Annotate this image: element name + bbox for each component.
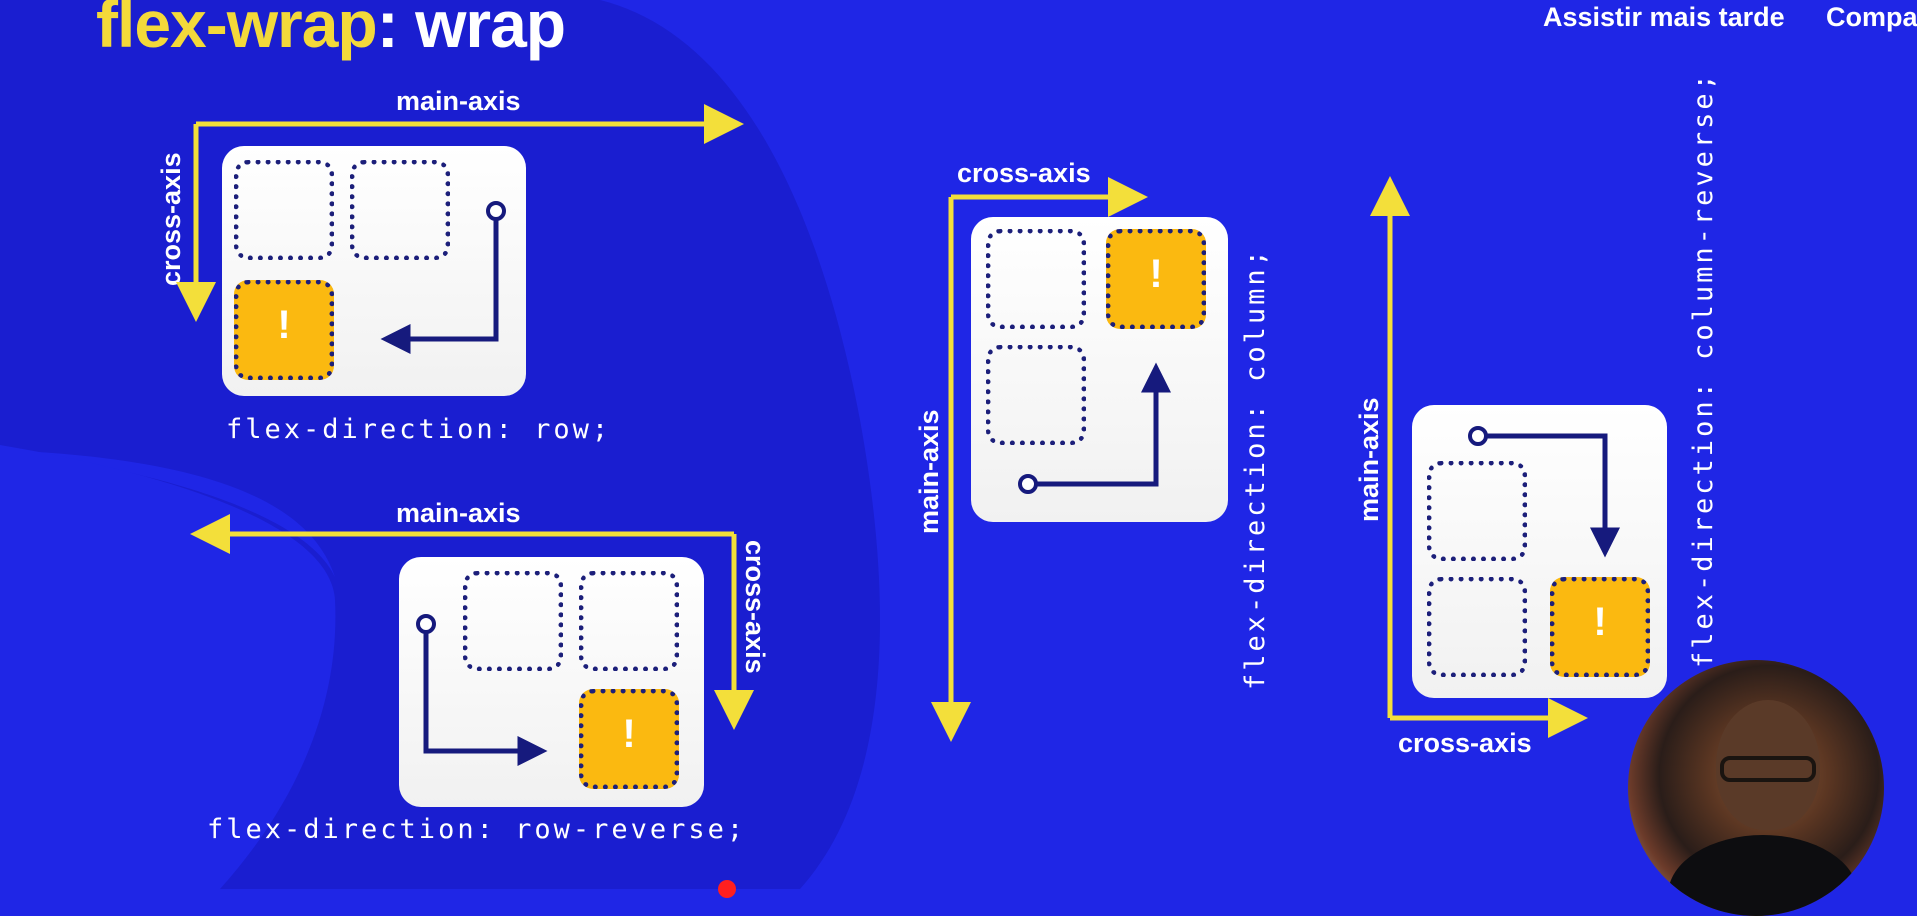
- column-reverse-wrap-marker: !: [1593, 600, 1607, 644]
- column-reverse-cross-axis-label: cross-axis: [1398, 728, 1532, 758]
- row-code: flex-direction: row;: [226, 414, 612, 445]
- presenter-webcam: [1628, 660, 1884, 916]
- column-reverse-flex-item-1: [1427, 461, 1527, 561]
- column-flex-item-1: [986, 229, 1086, 329]
- row-reverse-flex-item-2: [579, 571, 679, 671]
- column-wrap-marker: !: [1149, 252, 1163, 296]
- presenter-shirt: [1668, 835, 1858, 916]
- progress-scrubber[interactable]: [718, 880, 736, 898]
- column-cross-axis-label: cross-axis: [957, 158, 1091, 188]
- row-reverse-flex-item-1: [463, 571, 563, 671]
- row-reverse-wrap-marker: !: [622, 712, 636, 756]
- column-reverse-flex-item-2: [1427, 577, 1527, 677]
- presenter-head: [1716, 700, 1820, 830]
- column-flex-item-wrapped: !: [1106, 229, 1206, 329]
- column-reverse-flex-container: !: [1412, 405, 1667, 698]
- share-button[interactable]: Compa: [1826, 2, 1917, 32]
- row-main-axis-label: main-axis: [396, 86, 521, 116]
- row-flow-arrow: [380, 219, 499, 354]
- column-flex-container: !: [971, 217, 1228, 522]
- row-wrap-marker: !: [277, 303, 291, 347]
- column-flow-arrow: [1036, 362, 1171, 487]
- axis-arrows: [176, 104, 1620, 766]
- title-value: wrap: [415, 0, 566, 61]
- row-reverse-code: flex-direction: row-reverse;: [207, 814, 747, 845]
- row-reverse-flow-arrow: [423, 632, 548, 766]
- title-colon: :: [376, 0, 399, 61]
- row-flex-item-2: [350, 160, 450, 260]
- row-flex-item-1: [234, 160, 334, 260]
- title-property: flex-wrap: [96, 0, 378, 61]
- slide-title: flex-wrap: wrap: [96, 0, 566, 62]
- row-reverse-flex-container: !: [399, 557, 704, 807]
- column-flex-item-2: [986, 345, 1086, 445]
- column-reverse-flex-item-wrapped: !: [1550, 577, 1650, 677]
- row-reverse-main-axis-label: main-axis: [396, 498, 521, 528]
- presenter-glasses: [1720, 756, 1816, 782]
- column-reverse-flow-arrow: [1486, 433, 1620, 558]
- row-flex-item-wrapped: !: [234, 280, 334, 380]
- watch-later-button[interactable]: Assistir mais tarde: [1543, 2, 1785, 32]
- row-reverse-flex-item-wrapped: !: [579, 689, 679, 789]
- row-flex-container: !: [222, 146, 526, 396]
